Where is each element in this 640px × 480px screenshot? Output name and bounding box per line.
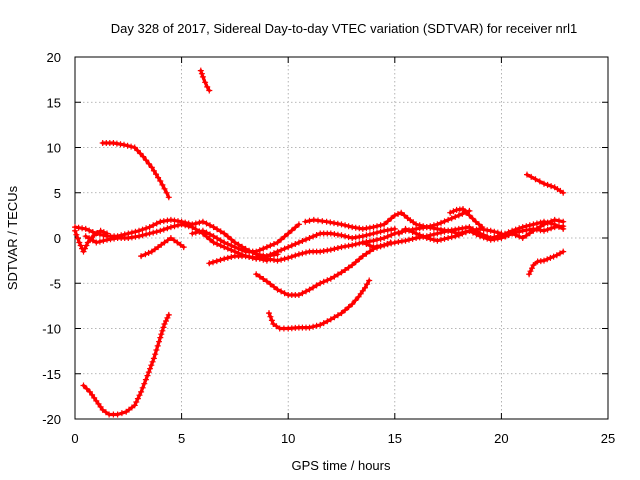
y-tick-label: 20 — [47, 50, 61, 65]
series-arc-high-1 — [99, 140, 172, 201]
y-tick-label: -20 — [42, 412, 61, 427]
series-markers — [80, 311, 172, 418]
series-markers — [524, 171, 567, 196]
y-tick-label: -15 — [42, 367, 61, 382]
series-arc-late-c — [502, 216, 567, 241]
series-arc-mid-a — [189, 221, 302, 255]
series-arc-late-spike — [447, 206, 486, 231]
x-tick-label: 10 — [281, 431, 295, 446]
series-trace — [101, 141, 171, 199]
series-arc-late-low — [526, 248, 567, 278]
series-trace — [254, 240, 393, 297]
series-markers — [99, 140, 172, 201]
chart-title: Day 328 of 2017, Sidereal Day-to-day VTE… — [111, 21, 578, 36]
y-tick-label: 5 — [54, 186, 61, 201]
series-markers — [447, 206, 486, 231]
x-tick-label: 25 — [601, 431, 615, 446]
y-tick-label: 0 — [54, 231, 61, 246]
y-tick-label: 15 — [47, 95, 61, 110]
series-markers — [138, 235, 187, 260]
series-markers — [189, 221, 302, 255]
series-markers — [266, 277, 373, 332]
y-tick-label: -10 — [42, 322, 61, 337]
series-markers — [253, 239, 394, 298]
data-series — [72, 67, 567, 418]
series-arc-low-2 — [253, 239, 394, 298]
series-arc-small-dip — [138, 235, 187, 260]
series-markers — [197, 67, 213, 94]
x-axis-label: GPS time / hours — [292, 458, 391, 473]
x-tick-label: 0 — [71, 431, 78, 446]
series-arc-low-3 — [266, 277, 373, 332]
axis-ticks: 0 5 10 15 20 25 -20 -15 -10 -5 0 5 10 15 20 — [42, 50, 615, 446]
series-markers — [206, 225, 398, 267]
y-tick-label: 10 — [47, 141, 61, 156]
x-tick-label: 5 — [178, 431, 185, 446]
y-axis-label: SDTVAR / TECUs — [5, 185, 20, 290]
series-arc-low-1 — [80, 311, 172, 418]
series-arc-mid-low — [206, 225, 398, 267]
series-arc-high-3 — [524, 171, 567, 196]
x-tick-label: 15 — [388, 431, 402, 446]
series-markers — [526, 248, 567, 278]
series-markers — [502, 216, 567, 241]
x-tick-label: 20 — [494, 431, 508, 446]
y-tick-label: -5 — [49, 276, 61, 291]
series-arc-high-2 — [197, 67, 213, 94]
